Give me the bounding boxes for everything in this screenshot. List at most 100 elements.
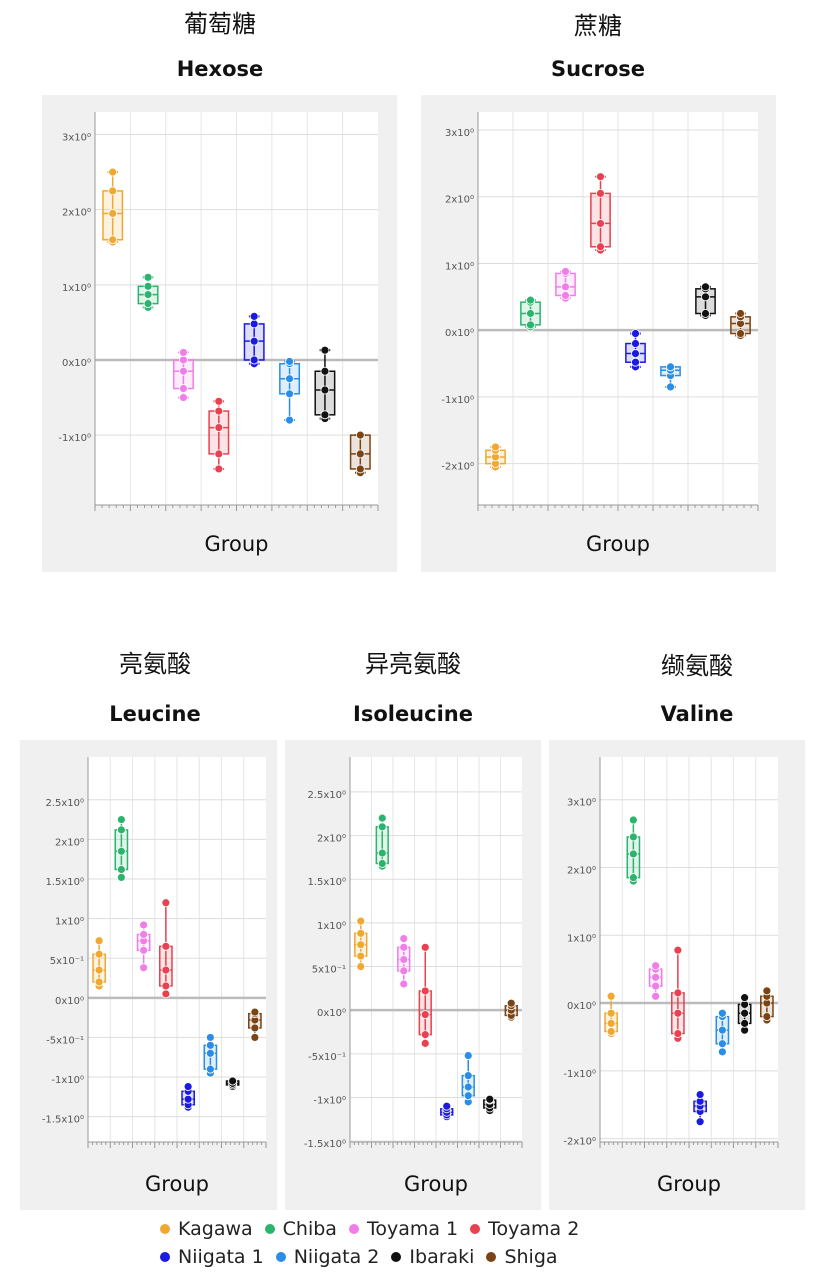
data-point bbox=[491, 442, 500, 452]
data-point bbox=[214, 449, 224, 459]
y-tick-label: 1x10⁰ bbox=[62, 283, 91, 294]
data-point bbox=[250, 1007, 260, 1017]
data-point bbox=[740, 993, 750, 1003]
y-tick-label: 0x10⁰ bbox=[55, 996, 84, 1007]
data-point bbox=[463, 1082, 473, 1092]
data-point bbox=[717, 1025, 727, 1035]
legend-item: Niigata 1 bbox=[160, 1246, 264, 1268]
data-point bbox=[285, 415, 294, 425]
data-point bbox=[526, 309, 535, 318]
data-point bbox=[143, 281, 153, 291]
box-group bbox=[671, 945, 685, 1043]
y-tick-label: 5x10⁻¹ bbox=[50, 956, 84, 967]
data-point bbox=[561, 282, 570, 292]
x-axis-label: Group bbox=[404, 1172, 468, 1196]
data-point bbox=[399, 934, 409, 943]
box-group bbox=[693, 1090, 707, 1127]
data-point bbox=[116, 825, 126, 835]
data-point bbox=[420, 1038, 430, 1048]
data-point bbox=[628, 815, 638, 825]
data-point bbox=[249, 319, 259, 329]
data-point bbox=[673, 1008, 683, 1018]
data-point bbox=[628, 873, 638, 883]
data-point bbox=[420, 1030, 430, 1040]
data-point bbox=[139, 930, 149, 939]
legend-label: Ibaraki bbox=[409, 1246, 475, 1268]
data-point bbox=[249, 355, 259, 365]
box-group bbox=[314, 345, 336, 423]
data-point bbox=[250, 1023, 260, 1033]
y-tick-label: 2x10⁰ bbox=[317, 834, 346, 845]
data-point bbox=[740, 1018, 750, 1028]
y-tick-label: -1x10⁰ bbox=[51, 1075, 84, 1086]
data-point bbox=[399, 955, 409, 964]
data-point bbox=[94, 936, 104, 946]
legend-item: Toyama 1 bbox=[348, 1218, 458, 1240]
y-tick-label: -1x10⁰ bbox=[563, 1069, 596, 1080]
data-point bbox=[139, 963, 149, 973]
data-point bbox=[631, 329, 640, 338]
box-group bbox=[203, 1033, 218, 1078]
data-point bbox=[161, 898, 171, 908]
data-point bbox=[399, 942, 409, 952]
data-point bbox=[442, 1101, 452, 1111]
data-point bbox=[356, 928, 366, 938]
legend-label: Shiga bbox=[504, 1246, 558, 1268]
data-point bbox=[205, 1064, 215, 1074]
legend-label: Toyama 2 bbox=[488, 1218, 580, 1240]
box-group bbox=[159, 898, 173, 999]
data-point bbox=[356, 916, 366, 926]
legend-label: Niigata 2 bbox=[293, 1246, 380, 1268]
data-point bbox=[485, 1094, 495, 1104]
y-tick-label: -2x10⁰ bbox=[563, 1137, 596, 1148]
y-tick-label: 0x10⁰ bbox=[62, 358, 91, 369]
box-group bbox=[485, 442, 506, 472]
data-point bbox=[355, 430, 365, 440]
data-point bbox=[628, 832, 638, 842]
data-point bbox=[762, 986, 772, 996]
box-group bbox=[418, 942, 432, 1048]
legend: Kagawa Chiba Toyama 1 Toyama 2 Niigata 1 Niig… bbox=[160, 1218, 660, 1268]
data-point bbox=[596, 189, 605, 198]
box-group bbox=[92, 936, 106, 991]
legend-item: Niigata 2 bbox=[275, 1246, 380, 1268]
data-point bbox=[651, 991, 661, 1001]
box-group bbox=[626, 815, 641, 886]
data-point bbox=[320, 366, 330, 376]
y-tick-label: -1.5x10⁰ bbox=[42, 1115, 84, 1126]
x-axis-label: Group bbox=[145, 1172, 209, 1196]
data-point bbox=[377, 813, 387, 823]
data-point bbox=[701, 292, 710, 302]
y-tick-label: 1x10⁰ bbox=[567, 933, 596, 944]
y-tick-label: -5x10⁻¹ bbox=[46, 1035, 84, 1046]
data-point bbox=[355, 449, 365, 459]
data-point bbox=[355, 464, 365, 474]
data-point bbox=[356, 940, 366, 950]
data-point bbox=[628, 849, 638, 859]
y-tick-label: 5x10⁻¹ bbox=[312, 965, 346, 976]
box-group bbox=[181, 1082, 195, 1112]
legend-item: Ibaraki bbox=[391, 1246, 474, 1268]
box-group bbox=[555, 267, 576, 303]
y-tick-label: 3x10⁰ bbox=[445, 128, 474, 139]
y-tick-label: -1x10⁰ bbox=[58, 433, 91, 444]
y-tick-label: 2.5x10⁰ bbox=[307, 790, 346, 801]
data-point bbox=[506, 998, 516, 1008]
data-point bbox=[179, 355, 188, 365]
legend-label: Kagawa bbox=[178, 1218, 253, 1240]
data-point bbox=[717, 1008, 727, 1018]
box-group bbox=[354, 916, 368, 971]
data-point bbox=[561, 267, 570, 276]
data-point bbox=[214, 464, 224, 474]
data-point bbox=[179, 384, 188, 393]
data-point bbox=[179, 366, 188, 376]
y-tick-label: -1x10⁰ bbox=[441, 395, 474, 406]
data-point bbox=[666, 382, 675, 392]
data-point bbox=[673, 988, 683, 998]
data-point bbox=[399, 979, 409, 989]
y-tick-label: -2x10⁰ bbox=[441, 462, 474, 473]
data-point bbox=[561, 291, 570, 300]
data-point bbox=[695, 1117, 705, 1127]
y-tick-label: 2x10⁰ bbox=[55, 837, 84, 848]
data-point bbox=[606, 1027, 616, 1036]
